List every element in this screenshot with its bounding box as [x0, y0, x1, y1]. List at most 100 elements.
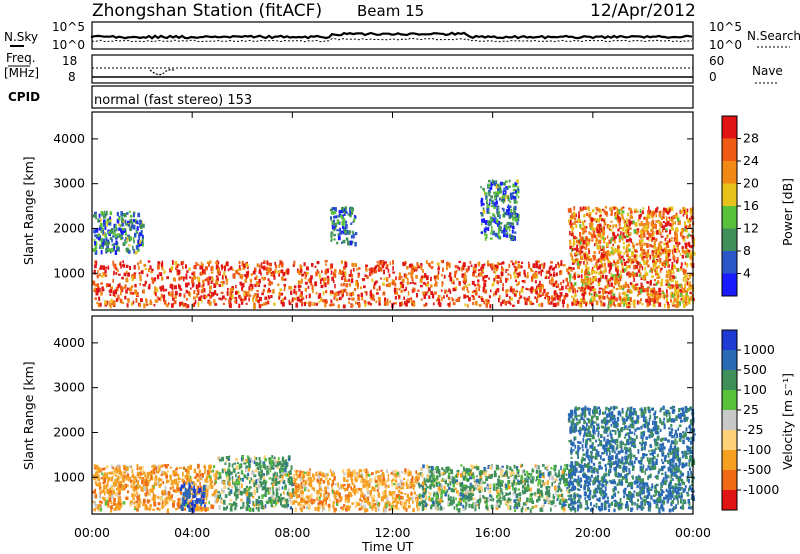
velocity-cell	[250, 458, 253, 462]
power-cell	[342, 304, 346, 309]
power-cell	[478, 304, 482, 307]
velocity-cell	[257, 484, 261, 489]
power-cell	[350, 207, 354, 210]
power-cell	[124, 213, 127, 218]
velocity-cell	[332, 481, 335, 486]
power-cell	[231, 294, 234, 300]
power-cell	[140, 270, 144, 274]
power-cell	[476, 283, 480, 287]
velocity-cell	[372, 499, 376, 502]
power-cell	[288, 302, 292, 306]
power-cell	[367, 301, 371, 304]
power-cell	[509, 205, 512, 209]
power-cell	[221, 274, 224, 280]
velocity-cell	[243, 462, 247, 465]
power-cell	[660, 281, 663, 287]
power-cell	[191, 281, 195, 287]
power-cell	[678, 283, 682, 288]
power-cell	[281, 276, 284, 281]
power-cell	[505, 189, 507, 195]
velocity-cell	[204, 487, 207, 492]
power-cell	[632, 220, 635, 224]
power-cell	[535, 290, 538, 295]
velocity-cell	[162, 481, 165, 485]
velocity-cell	[271, 498, 273, 501]
power-cell	[108, 283, 111, 287]
velocity-cell	[351, 488, 354, 492]
velocity-cell	[111, 466, 114, 470]
power-cell	[603, 221, 607, 226]
power-cell	[415, 275, 418, 279]
velocity-cell	[313, 487, 316, 492]
velocity-cell	[356, 472, 359, 477]
power-cell	[185, 283, 188, 288]
power-cell	[491, 219, 494, 222]
power-cell	[205, 278, 208, 281]
velocity-cell	[282, 456, 284, 462]
power-cell	[571, 262, 575, 265]
power-cell	[638, 274, 641, 277]
velocity-cell	[160, 483, 162, 486]
power-cell	[573, 299, 577, 302]
power-cell	[169, 284, 173, 288]
velocity-cell	[253, 489, 256, 493]
power-cell	[441, 274, 443, 277]
velocity-cell	[234, 481, 237, 485]
power-cell	[235, 299, 238, 304]
power-cell	[154, 286, 156, 291]
velocity-cell	[294, 500, 298, 503]
velocity-cell	[293, 482, 296, 485]
velocity-cell	[184, 501, 188, 507]
power-cell	[484, 275, 487, 279]
velocity-cell	[242, 502, 245, 507]
power-cell	[229, 296, 232, 301]
velocity-cell	[144, 474, 147, 478]
power-cell	[422, 282, 426, 285]
power-cell	[137, 212, 141, 218]
power-cell	[536, 297, 539, 302]
power-cell	[568, 273, 572, 279]
power-cell	[95, 260, 98, 266]
power-cell	[109, 237, 113, 241]
power-cell	[329, 208, 333, 212]
power-cell	[617, 211, 619, 216]
power-cell	[679, 231, 682, 237]
velocity-cell	[220, 497, 223, 501]
velocity-cell	[407, 505, 411, 509]
power-cell	[612, 224, 614, 229]
power-cell	[293, 260, 296, 266]
power-cell	[538, 271, 541, 275]
power-cell	[352, 207, 354, 211]
power-cell	[363, 285, 366, 289]
velocity-cell	[416, 505, 418, 509]
power-cell	[537, 260, 540, 263]
velocity-cell	[383, 495, 386, 500]
velocity-cell	[354, 505, 357, 508]
power-cell	[651, 245, 655, 248]
power-cell	[684, 221, 687, 226]
power-cell	[623, 268, 626, 272]
power-cell	[377, 262, 381, 268]
velocity-cell	[215, 473, 218, 478]
power-cell	[151, 279, 155, 284]
velocity-cell	[106, 482, 109, 487]
power-cell	[382, 291, 386, 296]
velocity-cell	[347, 484, 350, 489]
power-cell	[146, 273, 149, 277]
velocity-cell	[231, 485, 234, 489]
power-cell	[605, 252, 607, 256]
power-cell	[171, 287, 174, 291]
power-cell	[306, 266, 309, 271]
power-cell	[410, 266, 414, 271]
power-cell	[494, 191, 498, 196]
power-cell	[574, 287, 576, 291]
velocity-cell	[323, 493, 326, 498]
power-cell	[528, 263, 531, 269]
power-cell	[650, 267, 653, 271]
power-cell	[586, 257, 589, 260]
power-cell	[498, 197, 501, 201]
power-cell	[496, 218, 499, 224]
power-cell	[207, 280, 210, 286]
velocity-cell	[205, 475, 209, 481]
power-cell	[272, 271, 275, 275]
